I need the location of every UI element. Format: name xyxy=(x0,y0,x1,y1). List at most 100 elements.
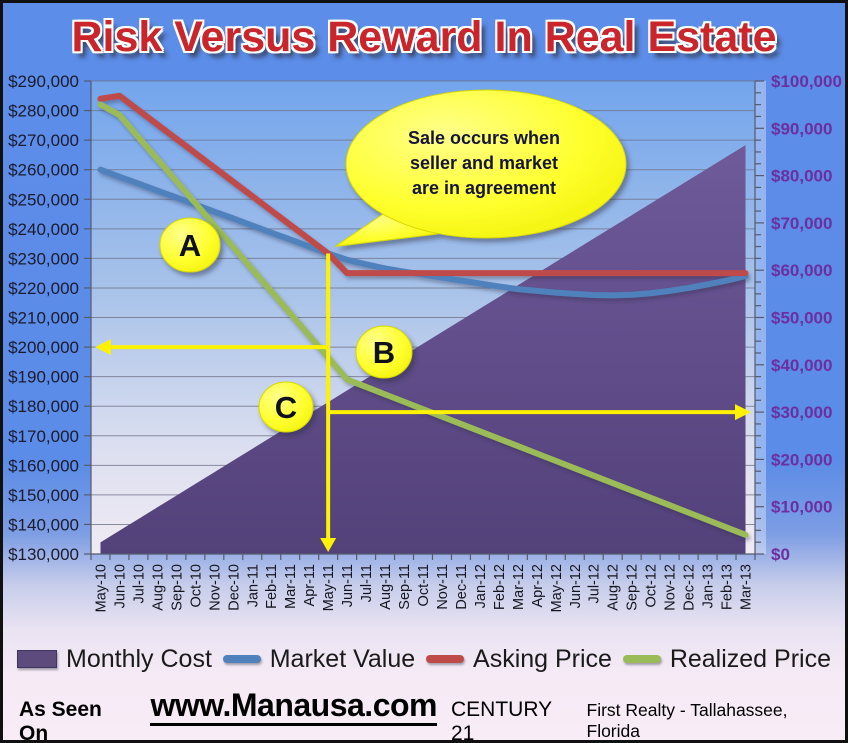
svg-text:A: A xyxy=(179,228,201,263)
svg-text:Apr-11: Apr-11 xyxy=(302,564,318,606)
svg-text:$190,000: $190,000 xyxy=(8,368,79,387)
legend-item-asking-price: Asking Price xyxy=(426,645,612,674)
svg-text:Sale occurs when: Sale occurs when xyxy=(408,128,560,148)
marker-B: B xyxy=(355,325,413,379)
chart-svg: $290,000 $280,000 $270,000 $260,000 $250,000… xyxy=(8,72,842,612)
right-axis-labels: $100,000 $90,000 $80,000 $70,000 $60,000 $50,… xyxy=(771,72,842,564)
svg-text:$100,000: $100,000 xyxy=(771,72,842,91)
svg-text:$70,000: $70,000 xyxy=(771,214,832,233)
svg-text:$150,000: $150,000 xyxy=(8,486,79,505)
svg-text:$90,000: $90,000 xyxy=(771,119,832,138)
svg-text:Oct-11: Oct-11 xyxy=(416,564,432,606)
legend-label: Realized Price xyxy=(669,644,831,673)
svg-text:$0: $0 xyxy=(771,545,790,564)
svg-text:$200,000: $200,000 xyxy=(8,338,79,357)
svg-text:May-12: May-12 xyxy=(549,564,565,612)
as-seen-on-label: As Seen On xyxy=(19,698,102,743)
chart-plot-area: $290,000 $280,000 $270,000 $260,000 $250,000… xyxy=(3,3,845,643)
svg-text:Dec-10: Dec-10 xyxy=(226,564,242,611)
monthly-cost-area xyxy=(100,145,746,555)
svg-text:Aug-12: Aug-12 xyxy=(606,564,622,611)
svg-text:Feb-12: Feb-12 xyxy=(492,564,508,610)
svg-text:Sep-10: Sep-10 xyxy=(169,564,185,611)
svg-text:Jun-10: Jun-10 xyxy=(112,564,128,608)
legend-item-market-value: Market Value xyxy=(222,644,416,674)
svg-text:$20,000: $20,000 xyxy=(771,450,832,469)
svg-text:$170,000: $170,000 xyxy=(8,427,79,446)
sale-callout-bubble xyxy=(334,89,627,247)
svg-text:Sep-11: Sep-11 xyxy=(397,564,413,610)
svg-text:$30,000: $30,000 xyxy=(771,403,832,422)
x-axis-labels: May-10 Jun-10 Jul-10 Aug-10 Sep-10 Oct-10 Nov-… xyxy=(93,564,754,612)
svg-text:Jun-11: Jun-11 xyxy=(340,564,356,607)
svg-text:May-10: May-10 xyxy=(93,564,109,612)
svg-text:Jul-12: Jul-12 xyxy=(587,564,603,604)
svg-text:Nov-10: Nov-10 xyxy=(207,564,223,611)
legend-item-monthly-cost: Monthly Cost xyxy=(17,645,212,674)
svg-text:are in agreement: are in agreement xyxy=(412,178,556,198)
svg-text:Oct-10: Oct-10 xyxy=(188,564,204,608)
svg-text:$50,000: $50,000 xyxy=(771,309,832,328)
svg-text:$180,000: $180,000 xyxy=(8,397,79,416)
annotation-arrows xyxy=(95,253,751,552)
svg-text:Feb-13: Feb-13 xyxy=(720,564,736,610)
svg-text:$280,000: $280,000 xyxy=(8,102,79,121)
svg-text:$250,000: $250,000 xyxy=(8,190,79,209)
svg-text:Oct-12: Oct-12 xyxy=(644,564,660,608)
legend-label: Monthly Cost xyxy=(66,644,212,673)
svg-text:$160,000: $160,000 xyxy=(8,456,79,475)
svg-text:Aug-10: Aug-10 xyxy=(150,564,166,611)
svg-text:$60,000: $60,000 xyxy=(771,261,832,280)
svg-text:Dec-11: Dec-11 xyxy=(454,564,470,610)
legend-item-realized-price: Realized Price xyxy=(622,644,831,674)
brand-label: CENTURY 21 xyxy=(450,698,552,743)
marker-A: A xyxy=(159,217,221,273)
realized-price-swatch-icon xyxy=(622,655,661,663)
chart-title: Risk Versus Reward In Real Estate xyxy=(71,13,777,61)
svg-text:$260,000: $260,000 xyxy=(8,161,79,180)
series-lines xyxy=(97,92,749,538)
monthly-cost-swatch-icon xyxy=(17,650,57,668)
svg-text:$270,000: $270,000 xyxy=(8,131,79,150)
svg-text:$290,000: $290,000 xyxy=(8,72,79,91)
left-axis-labels: $290,000 $280,000 $270,000 $260,000 $250,000… xyxy=(8,72,79,564)
axes xyxy=(84,80,766,560)
chart-legend: Monthly Cost Market Value Asking Price R… xyxy=(3,637,845,681)
svg-text:Dec-12: Dec-12 xyxy=(682,564,698,611)
legend-label: Market Value xyxy=(269,644,416,673)
svg-text:seller and market: seller and market xyxy=(410,153,558,173)
svg-text:Nov-11: Nov-11 xyxy=(435,564,451,610)
svg-text:Jan-12: Jan-12 xyxy=(473,564,489,608)
asking-price-swatch-icon xyxy=(426,655,465,663)
svg-text:Jul-10: Jul-10 xyxy=(131,564,147,604)
sale-callout-text: Sale occurs when seller and market are in … xyxy=(408,128,560,198)
svg-text:Jan-11: Jan-11 xyxy=(245,564,261,607)
svg-text:Feb-11: Feb-11 xyxy=(264,564,280,609)
svg-text:Mar-13: Mar-13 xyxy=(739,564,755,610)
svg-text:$40,000: $40,000 xyxy=(771,356,832,375)
svg-text:$220,000: $220,000 xyxy=(8,279,79,298)
svg-text:$140,000: $140,000 xyxy=(8,515,79,534)
svg-text:$240,000: $240,000 xyxy=(8,220,79,239)
website-link[interactable]: www.Manausa.com xyxy=(150,688,437,726)
svg-text:Nov-12: Nov-12 xyxy=(663,564,679,611)
svg-text:Mar-11: Mar-11 xyxy=(283,564,299,609)
legend-label: Asking Price xyxy=(473,644,612,673)
svg-text:$10,000: $10,000 xyxy=(771,498,832,517)
svg-text:B: B xyxy=(373,335,395,370)
svg-text:C: C xyxy=(275,390,297,425)
svg-text:Jan-13: Jan-13 xyxy=(701,564,717,608)
svg-text:Apr-12: Apr-12 xyxy=(530,564,546,608)
svg-text:$210,000: $210,000 xyxy=(8,309,79,328)
svg-text:May-11: May-11 xyxy=(321,564,337,611)
marker-C: C xyxy=(258,381,314,433)
brand-location-label: First Realty - Tallahassee, Florida xyxy=(586,700,788,741)
asking-price-line xyxy=(97,92,749,277)
svg-text:Jul-11: Jul-11 xyxy=(359,564,375,602)
svg-text:Mar-12: Mar-12 xyxy=(511,564,527,610)
market-value-swatch-icon xyxy=(222,655,261,663)
svg-text:Sep-12: Sep-12 xyxy=(625,564,641,611)
svg-text:Aug-11: Aug-11 xyxy=(378,564,394,610)
realized-price-line xyxy=(97,101,749,538)
